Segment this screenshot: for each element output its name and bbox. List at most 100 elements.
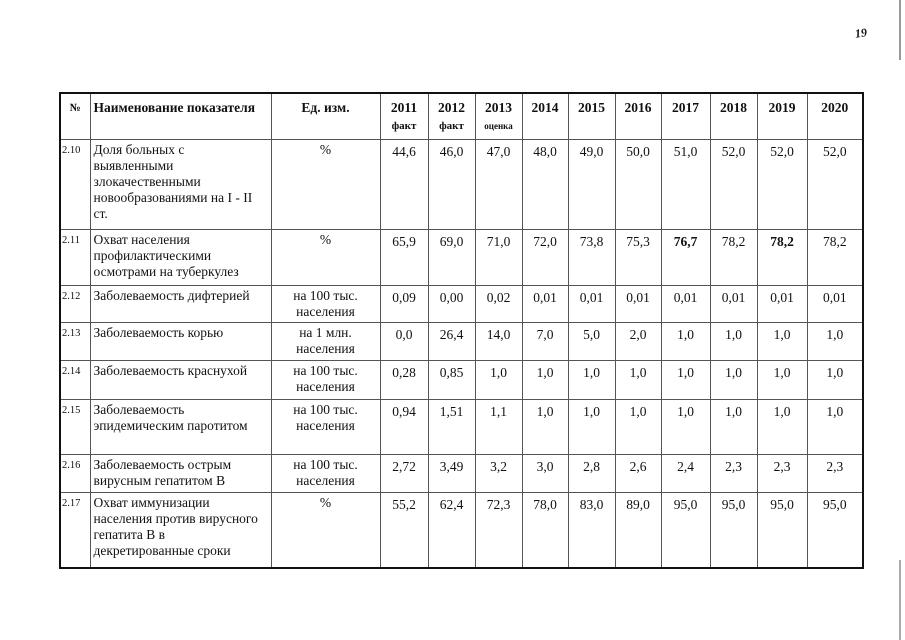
header-year-2015: 2015 (567, 92, 616, 140)
value-cell: 0,94 (379, 398, 429, 455)
unit: % (270, 228, 381, 286)
value-cell: 69,0 (427, 228, 476, 286)
table-row: 2.16 Заболеваемость острым вирусным гепат… (59, 453, 864, 493)
value-cell: 76,7 (660, 228, 711, 286)
indicator-name: Заболеваемость краснухой (89, 359, 272, 400)
row-number: 2.10 (59, 138, 91, 230)
year-label: 2020 (821, 100, 849, 115)
value-cell: 78,0 (521, 491, 569, 569)
value-cell: 1,0 (660, 321, 711, 361)
value-cell: 95,0 (709, 491, 758, 569)
unit: на 100 тыс. населения (270, 359, 381, 400)
value-cell: 1,51 (427, 398, 476, 455)
header-num: № (59, 92, 91, 140)
year-label: 2014 (531, 100, 559, 115)
indicator-name: Охват иммунизации населения против вирус… (89, 491, 272, 569)
value-cell: 95,0 (756, 491, 808, 569)
row-number: 2.12 (59, 284, 91, 323)
value-cell: 89,0 (614, 491, 662, 569)
value-cell: 2,72 (379, 453, 429, 493)
year-label: 2012 (438, 100, 465, 115)
value-cell: 1,0 (806, 398, 864, 455)
value-cell: 1,0 (756, 398, 808, 455)
value-cell: 75,3 (614, 228, 662, 286)
value-cell: 95,0 (806, 491, 864, 569)
value-cell: 1,0 (806, 321, 864, 361)
value-cell: 55,2 (379, 491, 429, 569)
value-cell: 26,4 (427, 321, 476, 361)
value-cell: 2,3 (756, 453, 808, 493)
value-cell: 3,2 (474, 453, 523, 493)
row-number: 2.11 (59, 228, 91, 286)
value-cell: 2,8 (567, 453, 616, 493)
indicator-name: Заболеваемость острым вирусным гепатитом… (89, 453, 272, 493)
indicator-name: Охват населения профилактическими осмотр… (89, 228, 272, 286)
value-cell: 0,01 (709, 284, 758, 323)
year-label: 2016 (624, 100, 652, 115)
value-cell: 83,0 (567, 491, 616, 569)
value-cell: 5,0 (567, 321, 616, 361)
value-cell: 0,28 (379, 359, 429, 400)
indicator-name: Заболеваемость дифтерией (89, 284, 272, 323)
value-cell: 52,0 (806, 138, 864, 230)
value-cell: 0,85 (427, 359, 476, 400)
value-cell: 2,3 (709, 453, 758, 493)
value-cell: 50,0 (614, 138, 662, 230)
header-name: Наименование показателя (89, 92, 272, 140)
value-cell: 1,0 (756, 321, 808, 361)
indicator-name: Доля больных с выявленными злокачественн… (89, 138, 272, 230)
value-cell: 78,2 (756, 228, 808, 286)
year-note: факт (439, 120, 464, 132)
value-cell: 1,0 (709, 398, 758, 455)
value-cell: 2,3 (806, 453, 864, 493)
header-unit: Ед. изм. (270, 92, 381, 140)
year-note: оценка (484, 121, 513, 131)
value-cell: 7,0 (521, 321, 569, 361)
row-number: 2.13 (59, 321, 91, 361)
value-cell: 72,0 (521, 228, 569, 286)
row-number: 2.14 (59, 359, 91, 400)
unit: % (270, 491, 381, 569)
table-row: 2.13 Заболеваемость корью на 1 млн. населе… (59, 321, 864, 361)
year-label: 2011 (390, 100, 418, 115)
value-cell: 1,0 (756, 359, 808, 400)
value-cell: 0,01 (567, 284, 616, 323)
value-cell: 3,0 (521, 453, 569, 493)
unit: на 100 тыс. населения (270, 453, 381, 493)
value-cell: 1,0 (521, 398, 569, 455)
value-cell: 46,0 (427, 138, 476, 230)
value-cell: 0,01 (660, 284, 711, 323)
header-year-2020: 2020 (806, 92, 864, 140)
value-cell: 0,09 (379, 284, 429, 323)
unit: % (270, 138, 381, 230)
table-row: 2.17 Охват иммунизации населения против в… (59, 491, 864, 569)
value-cell: 47,0 (474, 138, 523, 230)
year-label: 2017 (672, 100, 699, 115)
value-cell: 0,01 (521, 284, 569, 323)
header-year-2013: 2013 оценка (474, 92, 523, 140)
value-cell: 0,01 (806, 284, 864, 323)
row-number: 2.15 (59, 398, 91, 455)
page-number: 19 (854, 25, 868, 41)
value-cell: 1,0 (614, 398, 662, 455)
year-label: 2018 (720, 100, 747, 115)
header-year-2017: 2017 (660, 92, 711, 140)
indicator-name: Заболеваемость корью (89, 321, 272, 361)
value-cell: 1,0 (709, 321, 758, 361)
value-cell: 72,3 (474, 491, 523, 569)
row-number: 2.17 (59, 491, 91, 569)
value-cell: 52,0 (709, 138, 758, 230)
header-year-2014: 2014 (521, 92, 569, 140)
value-cell: 1,0 (567, 398, 616, 455)
value-cell: 1,0 (474, 359, 523, 400)
indicators-table: № Наименование показателя Ед. изм. 2011 ф… (59, 92, 864, 569)
value-cell: 1,0 (660, 398, 711, 455)
header-year-2016: 2016 (614, 92, 662, 140)
value-cell: 73,8 (567, 228, 616, 286)
value-cell: 71,0 (474, 228, 523, 286)
value-cell: 78,2 (806, 228, 864, 286)
value-cell: 62,4 (427, 491, 476, 569)
value-cell: 1,0 (806, 359, 864, 400)
value-cell: 2,6 (614, 453, 662, 493)
indicator-name: Заболеваемость эпидемическим паротитом (89, 398, 272, 455)
